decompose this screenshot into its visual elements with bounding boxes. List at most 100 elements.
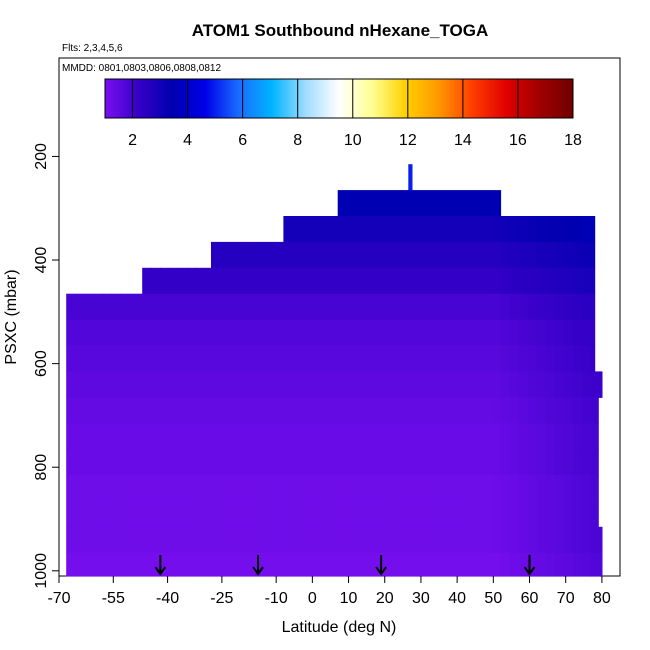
heatmap-cell <box>355 552 366 577</box>
heatmap-cell <box>165 371 176 398</box>
heatmap-cell <box>419 423 429 450</box>
heatmap-cell <box>437 216 447 243</box>
heatmap-cell <box>247 500 257 528</box>
heatmap-cell <box>446 371 456 398</box>
heatmap-cell <box>355 397 366 424</box>
heatmap-cell <box>120 526 131 554</box>
heatmap-cell <box>509 371 520 398</box>
heatmap-cell <box>165 293 176 321</box>
heatmap-cell <box>319 293 330 321</box>
heatmap-cell <box>283 216 293 243</box>
x-tick-label: -55 <box>102 590 125 607</box>
heatmap-cell <box>229 293 239 321</box>
heatmap-cell <box>346 449 357 476</box>
heatmap-cell <box>337 475 348 502</box>
heatmap-cell <box>527 345 538 372</box>
heatmap-cell <box>238 345 248 372</box>
heatmap-cell <box>473 526 483 554</box>
heatmap-cell <box>527 319 538 347</box>
heatmap-cell <box>66 475 76 502</box>
heatmap-cell <box>93 319 103 347</box>
heatmap-cell <box>545 371 556 398</box>
heatmap-cell <box>563 552 574 577</box>
heatmap-cell <box>202 345 212 372</box>
heatmap-cell <box>84 397 94 424</box>
heatmap-cell <box>111 371 122 398</box>
heatmap-cell <box>310 475 321 502</box>
heatmap-cell <box>147 552 158 577</box>
heatmap-cell <box>563 293 574 321</box>
heatmap-cell <box>220 345 230 372</box>
heatmap-cell <box>563 526 574 554</box>
heatmap-cell <box>174 371 185 398</box>
heatmap-cell <box>446 475 456 502</box>
heatmap-cell <box>500 371 511 398</box>
heatmap-cell <box>582 241 592 269</box>
heatmap-cell <box>554 345 565 372</box>
y-axis-label: PSXC (mbar) <box>3 269 20 364</box>
heatmap-cell <box>238 526 248 554</box>
heatmap-cell <box>482 319 493 347</box>
heatmap-cell <box>183 500 194 528</box>
heatmap-cell <box>518 552 529 577</box>
heatmap-cell <box>183 293 194 321</box>
heatmap-cell <box>600 371 603 398</box>
heatmap-cell <box>292 371 302 398</box>
heatmap-cell <box>419 216 429 243</box>
heatmap-cell <box>319 216 330 243</box>
x-tick-label: -10 <box>265 590 288 607</box>
heatmap-cell <box>75 345 85 372</box>
heatmap-cell <box>346 552 357 577</box>
heatmap-cell <box>518 449 529 476</box>
heatmap-cell <box>464 319 474 347</box>
heatmap-cell <box>102 345 112 372</box>
heatmap-cell <box>129 500 140 528</box>
heatmap-cell <box>491 190 502 217</box>
heatmap-cell <box>536 293 547 321</box>
heatmap-cell <box>165 475 176 502</box>
heatmap-cell <box>283 371 293 398</box>
heatmap-cell <box>545 552 556 577</box>
heatmap-cell <box>129 475 140 502</box>
heatmap-cell <box>410 526 420 554</box>
heatmap-cell <box>482 475 493 502</box>
heatmap-cell <box>301 423 312 450</box>
heatmap-cell <box>238 475 248 502</box>
heatmap-cell <box>392 423 402 450</box>
heatmap-cell <box>346 241 357 269</box>
heatmap-cell <box>582 397 592 424</box>
heatmap-cell <box>165 500 176 528</box>
heatmap-cell <box>183 475 194 502</box>
y-axis: 200 400 600 800 1000 <box>33 143 59 589</box>
heatmap-cell <box>364 552 375 577</box>
heatmap-cell <box>169 267 179 295</box>
heatmap-cell <box>93 526 103 554</box>
heatmap-cell <box>419 190 429 217</box>
heatmap-cell <box>192 526 203 554</box>
heatmap-cell <box>147 423 158 450</box>
heatmap-cell <box>301 397 312 424</box>
heatmap-cell <box>292 293 302 321</box>
heatmap-cell <box>220 241 230 269</box>
heatmap-cell <box>102 449 112 476</box>
heatmap-cell <box>156 552 167 577</box>
heatmap-cell <box>238 449 248 476</box>
heatmap-cell <box>337 552 348 577</box>
heatmap-cell <box>591 397 599 424</box>
heatmap-cell <box>455 241 465 269</box>
x-tick-label: 10 <box>340 590 358 607</box>
heatmap-cell <box>527 500 538 528</box>
heatmap-cell <box>473 552 483 577</box>
heatmap-cell <box>382 241 393 269</box>
heatmap-cell <box>220 552 230 577</box>
heatmap-cell <box>147 293 158 321</box>
heatmap-cell <box>138 371 149 398</box>
heatmap-cell <box>75 475 85 502</box>
y-tick-label: 200 <box>33 143 50 170</box>
heatmap-cell <box>591 500 599 528</box>
heatmap-cell <box>220 449 230 476</box>
heatmap-cell <box>473 190 483 217</box>
heatmap-cell <box>572 293 583 321</box>
heatmap-cell <box>292 500 302 528</box>
heatmap-cell <box>464 449 474 476</box>
